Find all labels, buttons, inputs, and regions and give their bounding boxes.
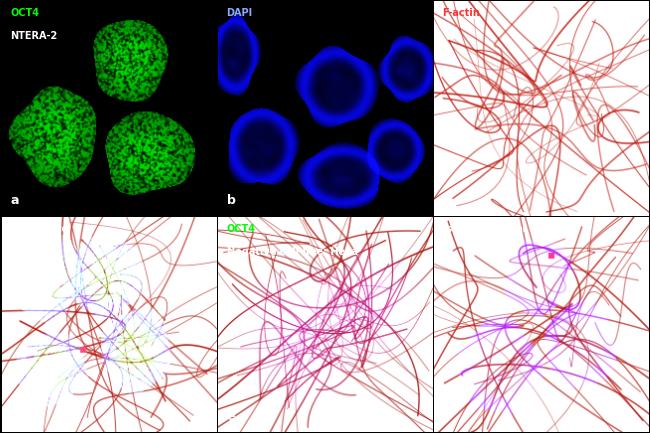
Text: a: a (10, 194, 19, 207)
Text: Isotype control: Isotype control (443, 223, 526, 233)
Text: NTERA-2: NTERA-2 (10, 31, 58, 41)
Text: Negative cell line: HeLa: Negative cell line: HeLa (227, 247, 358, 257)
Text: DAPI: DAPI (227, 8, 253, 18)
Text: Composite: Composite (10, 223, 69, 233)
Text: f: f (443, 410, 448, 423)
Text: d: d (10, 410, 20, 423)
Text: c: c (443, 194, 450, 207)
Text: e: e (227, 410, 235, 423)
Text: F-actin: F-actin (443, 8, 480, 18)
Text: OCT4: OCT4 (10, 8, 40, 18)
Text: b: b (227, 194, 235, 207)
Text: OCT4: OCT4 (227, 223, 255, 233)
